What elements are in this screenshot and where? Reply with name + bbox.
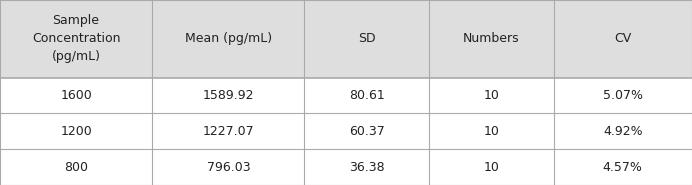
Text: 1600: 1600 — [60, 89, 92, 102]
FancyBboxPatch shape — [0, 0, 152, 78]
Text: 60.37: 60.37 — [349, 125, 385, 138]
FancyBboxPatch shape — [429, 149, 554, 185]
FancyBboxPatch shape — [0, 78, 152, 113]
FancyBboxPatch shape — [429, 113, 554, 149]
FancyBboxPatch shape — [304, 78, 429, 113]
FancyBboxPatch shape — [554, 78, 692, 113]
Text: Sample
Concentration
(pg/mL): Sample Concentration (pg/mL) — [32, 14, 120, 63]
Text: 10: 10 — [484, 161, 499, 174]
Text: 796.03: 796.03 — [206, 161, 251, 174]
Text: 4.57%: 4.57% — [603, 161, 643, 174]
FancyBboxPatch shape — [554, 113, 692, 149]
Text: 5.07%: 5.07% — [603, 89, 643, 102]
Text: 1589.92: 1589.92 — [203, 89, 254, 102]
FancyBboxPatch shape — [304, 149, 429, 185]
Text: 800: 800 — [64, 161, 88, 174]
FancyBboxPatch shape — [429, 78, 554, 113]
FancyBboxPatch shape — [554, 0, 692, 78]
FancyBboxPatch shape — [152, 149, 304, 185]
FancyBboxPatch shape — [554, 149, 692, 185]
Text: 10: 10 — [484, 89, 499, 102]
FancyBboxPatch shape — [0, 113, 152, 149]
FancyBboxPatch shape — [429, 0, 554, 78]
Text: SD: SD — [358, 32, 376, 45]
FancyBboxPatch shape — [152, 0, 304, 78]
FancyBboxPatch shape — [0, 149, 152, 185]
Text: CV: CV — [614, 32, 631, 45]
FancyBboxPatch shape — [304, 0, 429, 78]
FancyBboxPatch shape — [152, 113, 304, 149]
Text: Numbers: Numbers — [463, 32, 520, 45]
Text: Mean (pg/mL): Mean (pg/mL) — [185, 32, 272, 45]
FancyBboxPatch shape — [152, 78, 304, 113]
Text: 80.61: 80.61 — [349, 89, 385, 102]
Text: 1227.07: 1227.07 — [203, 125, 254, 138]
FancyBboxPatch shape — [304, 113, 429, 149]
Text: 4.92%: 4.92% — [603, 125, 643, 138]
Text: 36.38: 36.38 — [349, 161, 385, 174]
Text: 1200: 1200 — [60, 125, 92, 138]
Text: 10: 10 — [484, 125, 499, 138]
